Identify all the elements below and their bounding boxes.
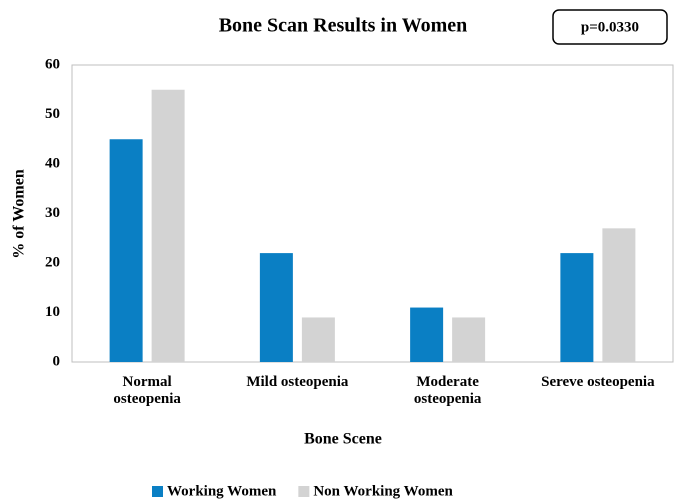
y-tick-label: 50: [45, 106, 60, 122]
y-tick-label: 10: [45, 304, 60, 320]
bar: [560, 253, 594, 362]
legend-label: Working Women: [167, 483, 277, 499]
y-tick-label: 60: [45, 56, 60, 72]
bar: [259, 253, 293, 362]
y-tick-label: 0: [53, 353, 61, 369]
x-tick-label: Sereve osteopenia: [541, 374, 655, 390]
y-tick-label: 30: [45, 205, 60, 221]
legend-swatch: [298, 486, 310, 497]
x-tick-label: Mild osteopenia: [246, 374, 349, 390]
bar: [602, 228, 636, 362]
annotation: p=0.0330: [581, 19, 639, 35]
x-axis-label: Bone Scene: [304, 431, 382, 448]
annotation-box: [552, 9, 668, 45]
legend-swatch: [152, 486, 163, 497]
legend-label: Non Working Women: [313, 483, 453, 499]
bar: [109, 139, 143, 362]
y-axis-label: % of Women: [11, 169, 28, 259]
x-tick-label: Moderate osteopenia: [413, 374, 482, 407]
bar: [301, 317, 335, 362]
chart-title: Bone Scan Results in Women: [219, 15, 468, 37]
plot-frame: [71, 64, 674, 363]
bar: [151, 89, 185, 362]
y-tick-label: 20: [45, 254, 60, 270]
x-tick-label: Normal osteopenia: [113, 374, 181, 407]
bar: [410, 307, 444, 362]
bar: [452, 317, 486, 362]
y-tick-label: 40: [45, 155, 60, 171]
